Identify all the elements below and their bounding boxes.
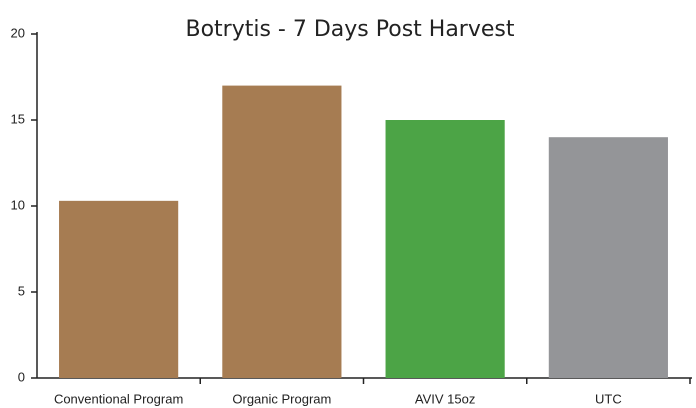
bar (385, 120, 505, 378)
chart-title: Botrytis - 7 Days Post Harvest (186, 17, 515, 42)
x-tick-label: AVIV 15oz (415, 391, 475, 406)
x-tick-label: UTC (595, 391, 622, 406)
bar (548, 137, 668, 378)
y-tick-label: 5 (18, 283, 25, 298)
x-tick-label: Conventional Program (54, 391, 183, 406)
bar (222, 85, 342, 378)
y-tick-label: 15 (11, 111, 25, 126)
bar (59, 200, 179, 378)
y-tick-label: 20 (11, 25, 25, 40)
y-tick-label: 0 (18, 369, 25, 384)
y-tick-label: 10 (11, 197, 25, 212)
x-tick-label: Organic Program (232, 391, 331, 406)
